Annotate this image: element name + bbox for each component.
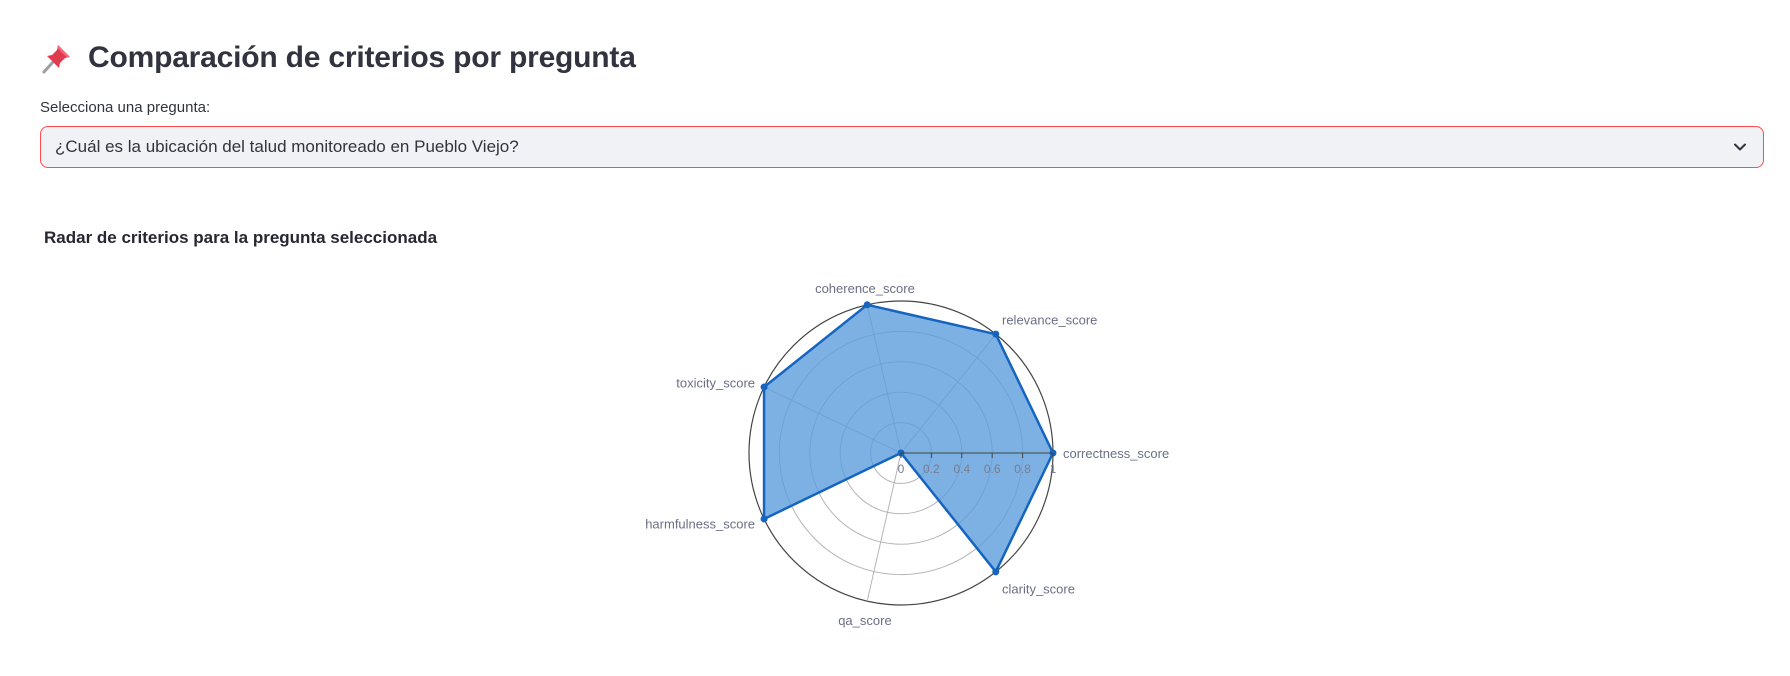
page-title: Comparación de criterios por pregunta xyxy=(88,41,636,74)
select-label: Selecciona una pregunta: xyxy=(40,99,211,116)
pushpin-icon xyxy=(42,45,70,74)
radar-axis-label: clarity_score xyxy=(1002,582,1075,597)
radar-axis-label: coherence_score xyxy=(815,281,915,296)
radar-point xyxy=(760,515,768,523)
radial-tick-label: 0.2 xyxy=(923,462,940,476)
radar-point xyxy=(863,301,871,309)
radar-axis-label: harmfulness_score xyxy=(645,516,755,531)
radial-tick-label: 0.6 xyxy=(984,462,1001,476)
radar-point xyxy=(992,568,1000,576)
radar-axis-label: correctness_score xyxy=(1063,446,1169,461)
chart-title: Radar de criterios para la pregunta sele… xyxy=(44,228,438,247)
radar-spoke xyxy=(866,452,902,602)
radar-axis-label: toxicity_score xyxy=(676,376,755,391)
radial-tick-label: 1 xyxy=(1050,462,1057,476)
radial-tick-label: 0.8 xyxy=(1014,462,1031,476)
radar-point xyxy=(992,330,1000,338)
radial-tick-label: 0 xyxy=(898,462,905,476)
radar-axis-label: relevance_score xyxy=(1002,312,1097,327)
radar-axis-label: qa_score xyxy=(838,613,891,628)
radar-point xyxy=(760,383,768,391)
question-select-value: ¿Cuál es la ubicación del talud monitore… xyxy=(55,137,519,156)
question-select[interactable]: ¿Cuál es la ubicación del talud monitore… xyxy=(40,126,1764,168)
page-heading: Comparación de criterios por pregunta xyxy=(40,34,636,82)
radial-tick-label: 0.4 xyxy=(953,462,970,476)
chevron-down-icon xyxy=(1734,143,1746,151)
radar-series-area xyxy=(762,303,1055,574)
